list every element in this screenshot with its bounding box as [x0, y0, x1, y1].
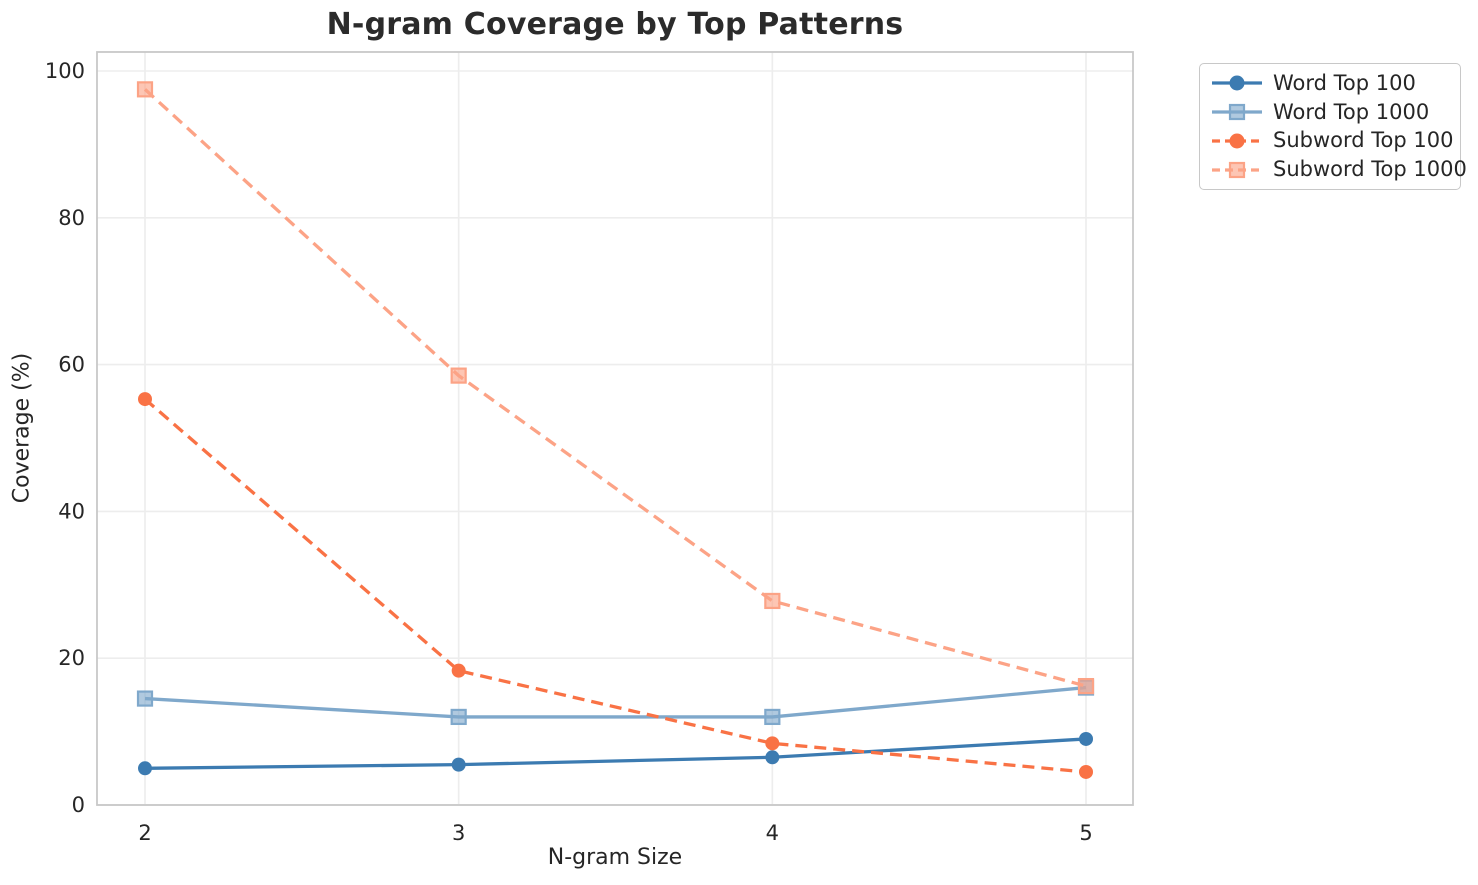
data-point-square: [764, 592, 781, 610]
data-point-circle: [765, 736, 780, 751]
series-3: [136, 81, 1095, 695]
legend-marker-square: [1228, 104, 1246, 121]
legend: Word Top 100 Word Top 1000 Subword Top 1…: [1199, 63, 1467, 190]
data-point-square: [1077, 677, 1095, 695]
data-point-square: [764, 708, 781, 726]
data-point-circle: [451, 757, 466, 772]
plot-border: [96, 51, 1134, 806]
legend-swatch-dashed-square-icon: [1212, 161, 1262, 178]
data-point-circle: [138, 761, 152, 776]
legend-label: Subword Top 1000: [1273, 157, 1467, 182]
x-tick-label: 2: [138, 821, 151, 845]
data-point-circle: [1079, 731, 1094, 746]
y-tick-label: 80: [58, 206, 85, 230]
series-line: [144, 737, 1087, 770]
data-point-square: [450, 367, 467, 384]
y-tick-label: 20: [58, 646, 85, 670]
legend-entry-word-top-1000: Word Top 1000: [1210, 100, 1450, 124]
legend-entry-subword-top-1000: Subword Top 1000: [1210, 158, 1467, 182]
data-point-circle: [138, 392, 152, 407]
legend-marker-square: [1228, 161, 1246, 178]
series-line: [144, 685, 1087, 719]
data-point-square: [450, 708, 467, 726]
data-point-circle: [451, 663, 466, 678]
legend-label: Subword Top 100: [1273, 128, 1454, 153]
series-0: [138, 731, 1094, 776]
legend-marker-circle: [1229, 133, 1245, 149]
data-point-square: [136, 81, 154, 98]
series-line: [143, 88, 1087, 688]
series-2: [138, 392, 1094, 779]
y-axis-label: Coverage (%): [9, 352, 35, 504]
legend-marker-circle: [1229, 75, 1245, 91]
legend-entry-word-top-100: Word Top 100: [1210, 71, 1450, 95]
series-1: [136, 679, 1095, 726]
x-axis-label: N-gram Size: [547, 845, 683, 870]
data-point-circle: [1079, 764, 1094, 779]
legend-swatch-line-circle-icon: [1212, 75, 1262, 91]
legend-swatch-dashed-circle-icon: [1212, 133, 1262, 149]
tick-labels: 2 3 4 5 0 20 40 60 80 100: [45, 59, 1093, 845]
y-tick-label: 40: [58, 499, 85, 523]
x-tick-label: 4: [766, 821, 779, 845]
chart-title: N-gram Coverage by Top Patterns: [326, 7, 904, 42]
legend-label: Word Top 1000: [1273, 99, 1430, 124]
series-line: [143, 397, 1087, 774]
gridlines: [97, 52, 1133, 806]
x-tick-label: 5: [1079, 821, 1092, 845]
y-tick-label: 60: [58, 353, 85, 377]
y-tick-label: 0: [72, 793, 85, 817]
legend-swatch-line-square-icon: [1212, 104, 1262, 121]
data-point-circle: [765, 750, 780, 765]
x-tick-label: 3: [452, 821, 465, 845]
data-point-square: [136, 690, 154, 707]
legend-label: Word Top 100: [1273, 70, 1416, 95]
legend-entry-subword-top-100: Subword Top 100: [1210, 128, 1454, 153]
y-tick-label: 100: [45, 59, 85, 83]
